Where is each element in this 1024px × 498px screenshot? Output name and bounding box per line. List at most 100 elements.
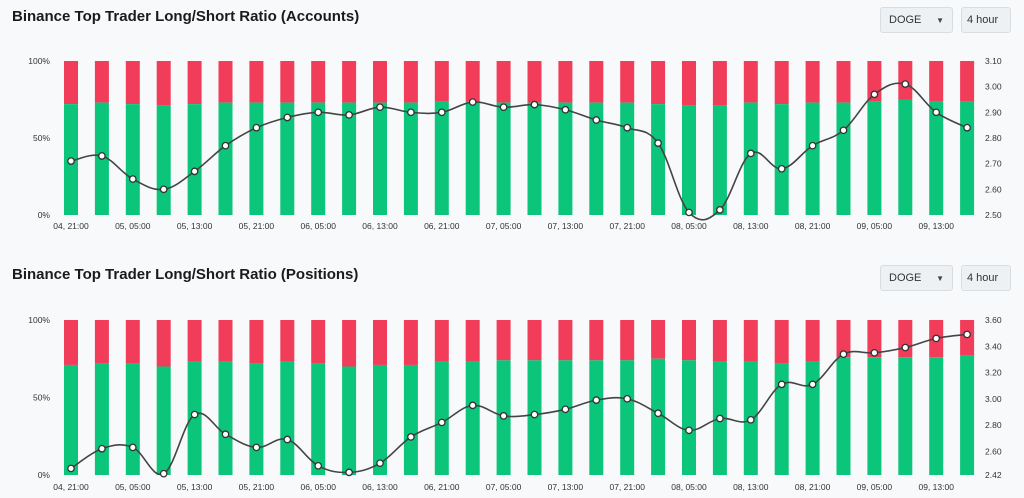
x-axis-tick-label: 06, 13:00 — [362, 482, 398, 492]
short-bar — [218, 320, 233, 362]
x-axis-tick-label: 07, 21:00 — [609, 482, 645, 492]
short-bar — [620, 320, 635, 361]
ratio-point — [190, 167, 199, 176]
ratio-point — [963, 123, 971, 132]
long-bar — [558, 102, 573, 215]
long-bar — [651, 104, 666, 215]
ratio-point — [499, 103, 508, 112]
long-bar — [218, 361, 233, 475]
short-bar — [64, 61, 78, 105]
long-bar — [311, 102, 326, 215]
x-axis-tick-label: 05, 05:00 — [115, 482, 151, 492]
ratio-point — [530, 410, 539, 419]
short-bar — [403, 320, 418, 365]
short-bar — [496, 61, 511, 103]
positions-chart-title: Binance Top Trader Long/Short Ratio (Pos… — [12, 266, 359, 283]
short-bar — [373, 320, 387, 365]
short-bar — [620, 61, 635, 103]
short-bar — [682, 320, 696, 361]
x-axis-tick-label: 07, 05:00 — [486, 221, 522, 231]
short-bar — [558, 61, 573, 103]
ratio-point — [345, 468, 353, 477]
long-bar — [311, 363, 326, 475]
right-axis-tick-label: 2.70 — [985, 159, 1002, 169]
left-axis-tick-label: 50% — [33, 133, 50, 143]
positions-interval-select[interactable]: 4 hour — [961, 265, 1011, 291]
x-axis-tick-label: 08, 13:00 — [733, 482, 769, 492]
long-bar — [836, 102, 851, 215]
right-axis-tick-label: 2.80 — [985, 133, 1002, 143]
short-bar — [805, 320, 820, 362]
long-bar — [403, 364, 418, 475]
short-bar — [496, 320, 511, 361]
ratio-point — [746, 415, 755, 424]
long-bar — [929, 357, 944, 475]
short-bar — [342, 320, 357, 367]
long-bar — [434, 361, 449, 475]
positions-symbol-value: DOGE — [889, 272, 922, 284]
long-bar — [342, 102, 357, 215]
ratio-point — [561, 405, 570, 414]
right-axis-tick-label: 2.60 — [985, 184, 1002, 194]
short-bar — [64, 320, 78, 365]
long-bar — [156, 105, 171, 215]
right-axis-tick-label: 2.50 — [985, 210, 1002, 220]
ratio-point — [716, 414, 724, 423]
ratio-point — [901, 80, 910, 88]
ratio-point — [221, 141, 230, 150]
x-axis-tick-label: 08, 05:00 — [671, 482, 707, 492]
ratio-point — [777, 380, 786, 389]
accounts-symbol-select[interactable]: DOGE ▼ — [880, 7, 953, 33]
accounts-interval-select[interactable]: 4 hour — [961, 7, 1011, 33]
long-bar — [898, 357, 913, 475]
ratio-point — [314, 108, 323, 117]
right-axis-tick-label: 3.40 — [985, 341, 1002, 351]
short-bar — [743, 320, 758, 362]
right-axis-tick-label: 3.10 — [985, 56, 1002, 66]
long-bar — [898, 99, 913, 215]
long-bar — [218, 102, 233, 215]
long-bar — [465, 361, 480, 475]
long-bar — [682, 360, 696, 475]
right-axis-tick-label: 2.42 — [985, 470, 1002, 480]
long-bar — [743, 102, 758, 215]
long-bar — [373, 364, 387, 475]
ratio-point — [716, 206, 724, 214]
ratio-point — [67, 157, 75, 165]
x-axis-tick-label: 06, 21:00 — [424, 221, 460, 231]
ratio-point — [623, 394, 632, 403]
ratio-point — [592, 116, 601, 124]
right-axis-tick-label: 3.00 — [985, 394, 1002, 404]
short-bar — [434, 61, 449, 102]
long-bar — [280, 361, 295, 475]
left-axis-tick-label: 0% — [38, 210, 51, 220]
long-bar — [960, 355, 975, 475]
ratio-point — [98, 444, 106, 453]
left-axis-tick-label: 50% — [33, 393, 50, 403]
short-bar — [558, 320, 573, 361]
ratio-point — [252, 443, 261, 452]
long-bar — [929, 101, 944, 215]
long-bar — [620, 102, 635, 215]
ratio-point — [98, 152, 106, 160]
short-bar — [651, 320, 666, 359]
ratio-point — [283, 435, 292, 444]
long-bar — [125, 363, 140, 475]
x-axis-tick-label: 09, 13:00 — [918, 221, 954, 231]
short-bar — [465, 61, 480, 102]
ratio-point — [345, 111, 353, 119]
short-bar — [589, 61, 604, 103]
long-bar — [589, 102, 604, 215]
ratio-point — [932, 108, 941, 117]
short-bar — [373, 61, 387, 103]
short-bar — [434, 320, 449, 362]
right-axis-tick-label: 3.20 — [985, 368, 1002, 378]
x-axis-tick-label: 05, 05:00 — [115, 221, 151, 231]
short-bar — [280, 61, 295, 103]
short-bar — [774, 320, 789, 364]
positions-symbol-select[interactable]: DOGE ▼ — [880, 265, 953, 291]
short-bar — [249, 320, 264, 364]
short-bar — [651, 61, 666, 105]
accounts-chart: 100% 50% 0% 3.10 3.00 2.90 2.80 2.70 2.60 2.50 04,… — [28, 56, 1002, 231]
short-bar — [960, 61, 975, 102]
